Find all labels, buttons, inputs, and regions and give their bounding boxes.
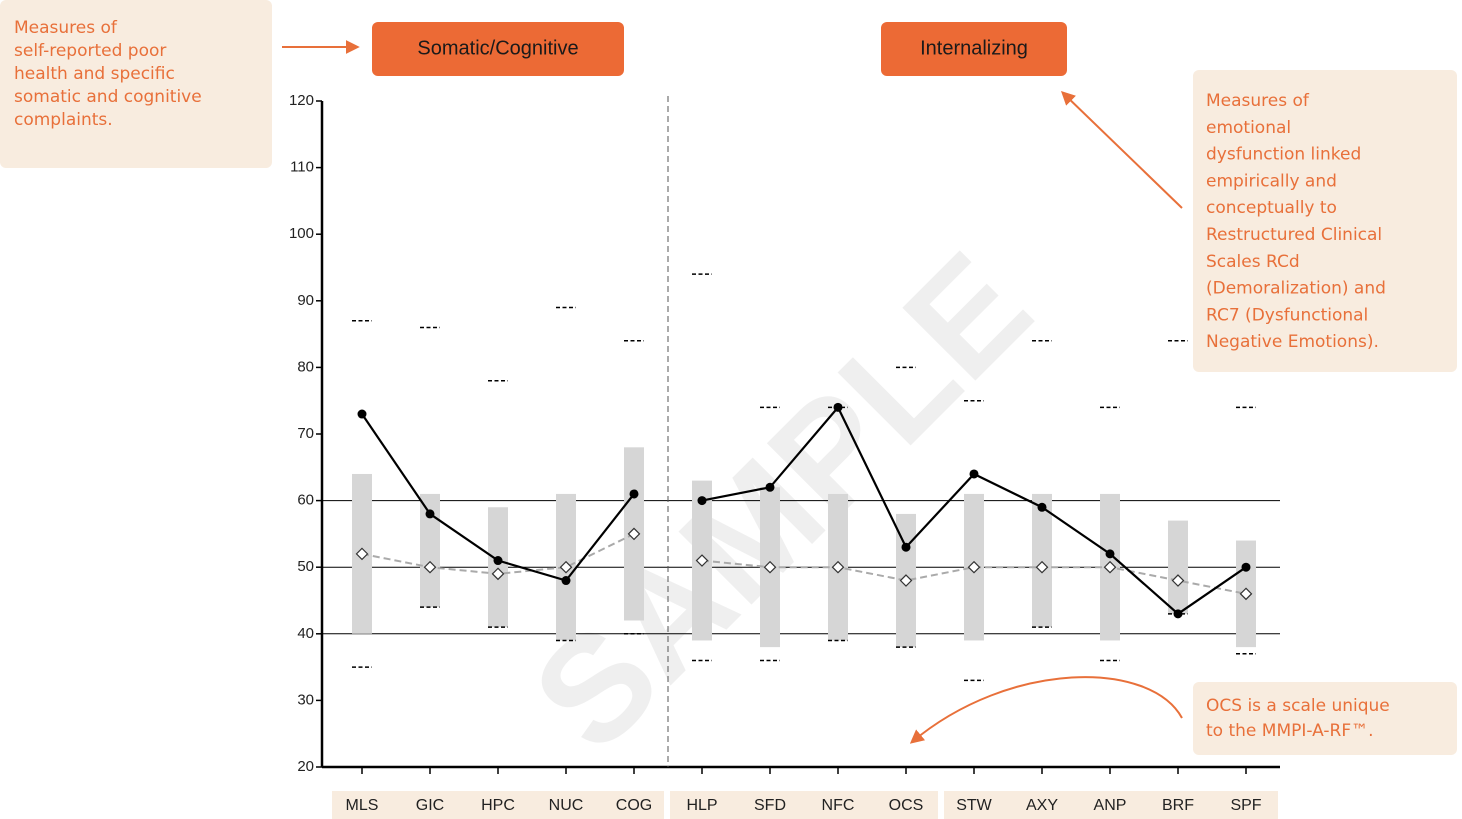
note-box: [1193, 682, 1457, 755]
point: [561, 576, 571, 586]
panel-title-box: [372, 22, 624, 76]
annotation: health and specific: [14, 64, 175, 84]
point: [627, 527, 641, 541]
annotation: complaints.: [14, 110, 113, 130]
point: [1035, 560, 1049, 574]
arrow: [909, 676, 1183, 744]
x-tick-label: BRF: [1162, 797, 1194, 814]
annotation: conceptually to: [1206, 198, 1337, 218]
note-box: [1193, 70, 1457, 372]
x-tick-label: MLS: [346, 797, 379, 814]
point: [899, 574, 913, 587]
y-tick-label: 120: [289, 92, 314, 109]
arrow: [1060, 91, 1183, 209]
panel-title-box: [881, 22, 1067, 76]
y-tick-label: 110: [290, 159, 314, 176]
point: [355, 547, 369, 561]
range-bar: [488, 507, 508, 628]
point: [493, 556, 503, 566]
point: [831, 560, 845, 574]
point: [629, 489, 639, 499]
point: [1171, 574, 1185, 587]
point: [833, 402, 843, 412]
point: [1105, 549, 1115, 559]
x-tick-label: SFD: [754, 797, 786, 814]
y-tick-label: 80: [297, 358, 314, 375]
point: [425, 509, 435, 519]
point: [559, 560, 573, 574]
panel-title: Somatic/Cognitive: [417, 37, 578, 59]
label-band: [944, 791, 1278, 819]
x-tick-label: HPC: [481, 797, 515, 814]
x-tick-label: GIC: [416, 797, 444, 814]
series-line: [701, 559, 1247, 595]
point: [1239, 587, 1253, 601]
point: [1037, 502, 1047, 512]
annotation: emotional: [1206, 118, 1291, 138]
point: [967, 560, 981, 574]
point: [357, 409, 367, 419]
y-tick-label: 30: [297, 691, 314, 708]
point: [1173, 609, 1183, 619]
label-band: [332, 791, 664, 819]
annotation: Negative Emotions).: [1206, 332, 1379, 352]
y-tick-label: 60: [297, 492, 314, 509]
point: [901, 542, 911, 552]
y-tick-label: 100: [289, 225, 314, 242]
point: [1241, 562, 1251, 572]
x-tick-label: NUC: [549, 797, 584, 814]
x-tick-label: COG: [616, 797, 652, 814]
x-tick-label: SPF: [1230, 797, 1261, 814]
annotation: Measures of: [1206, 91, 1310, 111]
x-tick-label: AXY: [1026, 797, 1058, 814]
point: [765, 482, 775, 492]
point: [491, 567, 505, 581]
annotation: somatic and cognitive: [14, 87, 202, 107]
annotation: (Demoralization) and: [1206, 279, 1386, 299]
annotation: dysfunction linked: [1206, 145, 1361, 165]
annotation: empirically and: [1206, 171, 1337, 191]
x-tick-label: HLP: [686, 797, 717, 814]
annotation: to the MMPI-A-RF™.: [1206, 721, 1374, 741]
range-bar: [420, 493, 440, 608]
annotation: RC7 (Dysfunctional: [1206, 305, 1368, 325]
y-tick-label: 50: [297, 558, 314, 575]
y-tick-label: 20: [297, 758, 314, 775]
label-band: [670, 791, 938, 819]
point: [969, 469, 979, 479]
x-tick-label: ANP: [1094, 797, 1127, 814]
y-tick-label: 90: [297, 292, 314, 309]
point: [697, 496, 707, 506]
annotation: Scales RCd: [1206, 252, 1300, 272]
point: [763, 560, 777, 574]
x-tick-label: NFC: [822, 797, 855, 814]
x-tick-label: OCS: [889, 797, 924, 814]
y-tick-label: 70: [297, 425, 314, 442]
point: [1103, 560, 1117, 574]
annotation: Measures of: [14, 18, 118, 38]
y-tick-label: 40: [297, 625, 314, 642]
range-bar: [1032, 493, 1052, 628]
annotation: OCS is a scale unique: [1206, 696, 1390, 716]
annotation: self-reported poor: [14, 41, 166, 61]
point: [695, 554, 709, 567]
note-box: [0, 0, 272, 168]
range-bar: [1168, 520, 1188, 614]
point: [423, 560, 437, 574]
panel-title: Internalizing: [920, 37, 1028, 59]
x-tick-label: STW: [956, 797, 992, 814]
annotation: Restructured Clinical: [1206, 225, 1382, 245]
